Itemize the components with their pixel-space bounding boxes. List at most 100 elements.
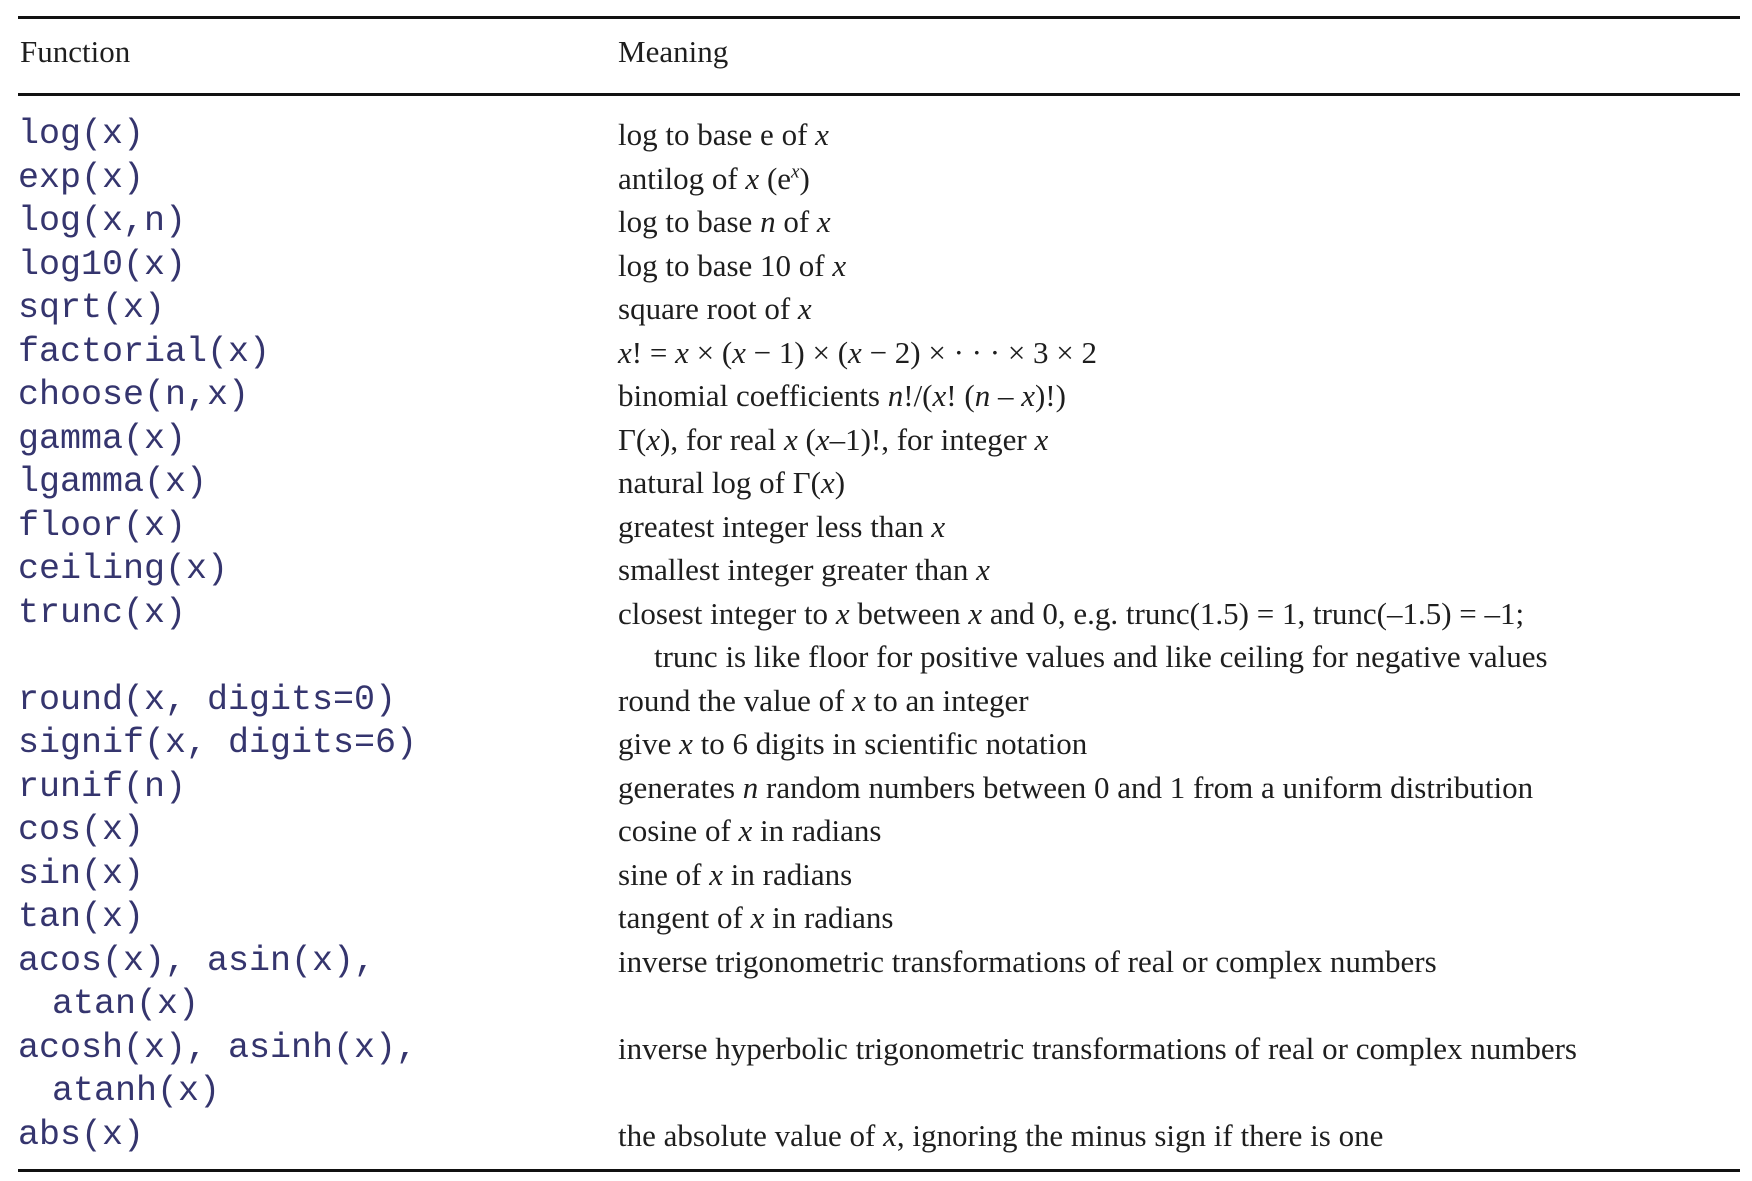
meaning-text: x — [932, 378, 947, 413]
function-code: abs(x) — [18, 1114, 145, 1155]
meaning-cell: log to base 10 of x — [618, 244, 1740, 288]
meaning-cell: x! = x × (x − 1) × (x − 2) × · · · × 3 ×… — [618, 331, 1740, 375]
meaning-text: x — [835, 595, 850, 631]
meaning-text: give — [618, 726, 680, 761]
meaning-line: the absolute value of x, ignoring the mi… — [618, 1118, 1383, 1153]
function-cell: sin(x) — [18, 853, 618, 897]
meaning-text: ) — [834, 465, 846, 500]
table-row: sqrt(x) square root of x — [18, 287, 1740, 331]
meaning-text: natural log of Γ( — [618, 465, 821, 500]
function-cell: acosh(x), asinh(x), atanh(x) — [18, 1027, 618, 1114]
function-cell: sqrt(x) — [18, 287, 618, 331]
meaning-text: to 6 digits in scientific notation — [692, 726, 1088, 761]
function-code: acosh(x), asinh(x), — [18, 1027, 418, 1068]
function-code: gamma(x) — [18, 418, 187, 459]
meaning-text: generates — [618, 769, 743, 805]
meaning-text: x — [848, 334, 862, 370]
meaning-text: smallest integer greater than — [618, 552, 977, 587]
function-code: floor(x) — [18, 505, 187, 546]
meaning-line: give x to 6 digits in scientific notatio… — [618, 726, 1087, 761]
meaning-text: n — [974, 378, 991, 413]
table-row: sin(x) sine of x in radians — [18, 853, 1740, 897]
meaning-text: x — [732, 334, 746, 370]
function-code: ceiling(x) — [18, 549, 229, 589]
meaning-cell: closest integer to x between x and 0, e.… — [618, 592, 1740, 679]
function-code: sin(x) — [18, 853, 145, 894]
meaning-text: in radians — [764, 900, 894, 935]
function-code: factorial(x) — [18, 331, 271, 372]
meaning-cell: give x to 6 digits in scientific notatio… — [618, 722, 1740, 766]
meaning-line: Γ(x), for real x (x–1)!, for integer x — [618, 422, 1048, 457]
table-row: gamma(x) Γ(x), for real x (x–1)!, for int… — [18, 418, 1740, 462]
function-code: log(x) — [18, 114, 145, 154]
table-row: log(x,n) log to base n of x — [18, 200, 1740, 244]
meaning-cell: cosine of x in radians — [618, 809, 1740, 853]
meaning-line: antilog of x (ex) — [618, 161, 810, 196]
meaning-cell: natural log of Γ(x) — [618, 461, 1740, 505]
meaning-cell: generates n random numbers between 0 and… — [618, 766, 1740, 810]
header-meaning: Meaning — [618, 34, 729, 69]
meaning-line: greatest integer less than x — [618, 509, 945, 544]
meaning-text: ), for real — [660, 421, 784, 457]
meaning-line: log to base e of x — [618, 117, 829, 152]
meaning-line: tangent of x in radians — [618, 900, 893, 935]
function-cell: signif(x, digits=6) — [18, 722, 618, 766]
table-body: log(x) log to base e of x exp(x) antilog of… — [18, 113, 1740, 1157]
meaning-line: smallest integer greater than x — [618, 552, 990, 587]
meaning-text: x — [968, 595, 983, 631]
meaning-cell: smallest integer greater than x — [618, 548, 1740, 592]
meaning-text: n — [742, 769, 759, 805]
meaning-cell: antilog of x (ex) — [618, 157, 1740, 201]
function-cell: choose(n,x) — [18, 374, 618, 418]
meaning-text: (e — [759, 160, 792, 196]
table-row: tan(x) tangent of x in radians — [18, 896, 1740, 940]
function-cell: ceiling(x) — [18, 548, 618, 592]
meaning-text: random numbers between 0 and 1 from a un… — [758, 769, 1534, 805]
meaning-line: natural log of Γ(x) — [618, 465, 845, 500]
table-top-rule — [18, 16, 1740, 19]
meaning-text: x — [832, 247, 847, 283]
function-cell: log(x,n) — [18, 200, 618, 244]
meaning-text: antilog of — [618, 160, 746, 196]
function-code: exp(x) — [18, 157, 145, 198]
function-code: trunc(x) — [18, 592, 187, 633]
table-row: floor(x) greatest integer less than x — [18, 505, 1740, 549]
meaning-text: !/( — [903, 378, 933, 413]
table-row: choose(n,x) binomial coefficients n!/(x! … — [18, 374, 1740, 418]
function-code: lgamma(x) — [18, 462, 208, 502]
function-code: log(x,n) — [18, 201, 187, 241]
meaning-line: round the value of x to an integer — [618, 683, 1029, 718]
meaning-text: –1)!, for integer — [829, 421, 1035, 457]
meaning-text: square root of — [618, 291, 798, 326]
meaning-line: closest integer to x between x and 0, e.… — [618, 596, 1524, 631]
meaning-text: trunc is like floor for positive values … — [654, 639, 1548, 674]
meaning-text: ( — [797, 421, 816, 457]
meaning-cell: inverse hyperbolic trigonometric transfo… — [618, 1027, 1740, 1071]
meaning-text: x — [815, 421, 830, 457]
meaning-text: − 1) × ( — [745, 334, 849, 370]
meaning-text: log to base 10 of — [618, 247, 833, 283]
meaning-line: inverse hyperbolic trigonometric transfo… — [618, 1031, 1577, 1066]
meaning-text: ) — [799, 160, 810, 196]
meaning-text: the absolute value of — [618, 1117, 884, 1153]
meaning-cell: tangent of x in radians — [618, 896, 1740, 940]
function-code: sqrt(x) — [18, 288, 166, 328]
function-cell: cos(x) — [18, 809, 618, 853]
meaning-text: of — [775, 204, 817, 239]
meaning-cell: greatest integer less than x — [618, 505, 1740, 549]
meaning-text: tangent of — [618, 900, 751, 935]
function-code: signif(x, digits=6) — [18, 723, 418, 763]
function-cell: runif(n) — [18, 766, 618, 810]
meaning-cell: the absolute value of x, ignoring the mi… — [618, 1114, 1740, 1158]
function-cell: gamma(x) — [18, 418, 618, 462]
meaning-text: – — [990, 378, 1022, 413]
meaning-text: x — [679, 726, 693, 761]
meaning-cell: log to base n of x — [618, 200, 1740, 244]
meaning-line: trunc is like floor for positive values … — [618, 635, 1740, 679]
meaning-text: , ignoring the minus sign if there is on… — [896, 1117, 1384, 1153]
meaning-text: x — [791, 161, 800, 183]
meaning-text: x — [931, 508, 946, 544]
meaning-text: x — [815, 117, 829, 152]
table-row: log(x) log to base e of x — [18, 113, 1740, 157]
meaning-line: generates n random numbers between 0 and… — [618, 770, 1533, 805]
